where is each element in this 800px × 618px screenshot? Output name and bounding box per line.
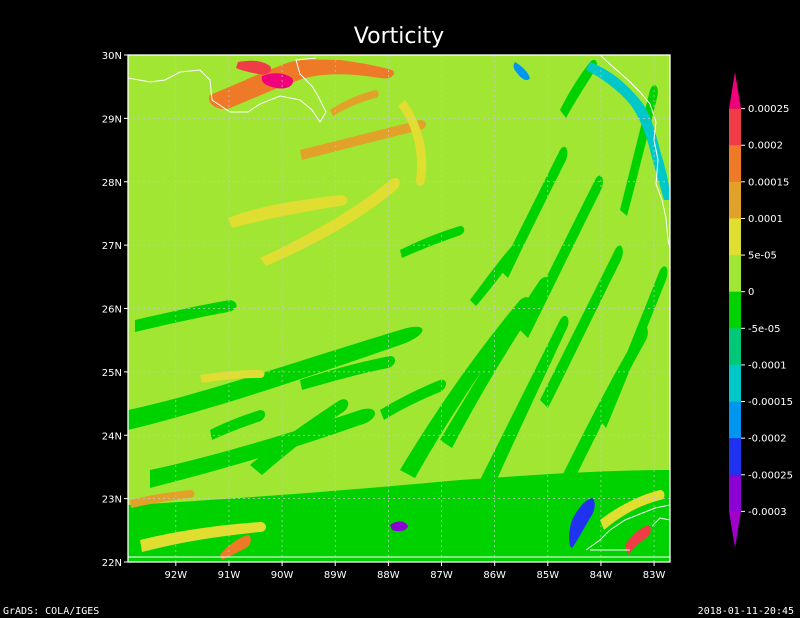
colorbar-label: -0.0002 <box>748 434 787 445</box>
longitude-label: 89W <box>324 570 347 581</box>
colorbar-swatch <box>729 474 741 512</box>
latitude-axis: 30N 29N 28N 27N 26N 25N 24N 23N 22N <box>102 51 128 569</box>
colorbar-swatch <box>729 181 741 219</box>
longitude-label: 91W <box>218 570 241 581</box>
colorbar-swatch <box>729 511 741 548</box>
colorbar-swatch <box>729 218 741 256</box>
coastline <box>128 55 670 558</box>
latitude-label: 26N <box>102 305 122 316</box>
vorticity-field <box>128 55 670 562</box>
strong-positive-vorticity-cluster <box>209 59 651 560</box>
latitude-label: 24N <box>102 431 122 442</box>
latitude-label: 23N <box>102 495 122 506</box>
colorbar-swatch <box>729 438 741 476</box>
latitude-label: 27N <box>102 241 122 252</box>
footer-timestamp: 2018-01-11-20:45 <box>697 606 794 617</box>
graticule <box>128 55 670 562</box>
longitude-label: 86W <box>483 570 506 581</box>
colorbar-swatch <box>729 72 741 109</box>
colorbar-swatch <box>729 364 741 403</box>
negative-vorticity-streaks <box>128 59 670 562</box>
longitude-label: 88W <box>377 570 400 581</box>
colorbar-label: -0.00015 <box>748 397 793 408</box>
latitude-label: 28N <box>102 178 122 189</box>
colorbar-swatch <box>729 291 741 329</box>
colorbar-swatch <box>729 108 741 146</box>
latitude-label: 22N <box>102 558 122 569</box>
colorbar: 0.00025 0.0002 0.00015 0.0001 5e-05 0 -5e-05 -0… <box>729 72 793 548</box>
positive-vorticity-streaks <box>130 90 665 552</box>
colorbar-label: -0.0003 <box>748 507 787 518</box>
colorbar-label: 0.0002 <box>748 141 783 152</box>
colorbar-label: 0 <box>748 287 754 298</box>
colorbar-label: 5e-05 <box>748 251 777 262</box>
longitude-label: 83W <box>643 570 666 581</box>
longitude-label: 92W <box>165 570 188 581</box>
longitude-label: 85W <box>536 570 559 581</box>
colorbar-label: 0.00015 <box>748 177 789 188</box>
colorbar-label: 0.00025 <box>748 104 789 115</box>
latitude-label: 25N <box>102 368 122 379</box>
colorbar-swatch <box>729 401 741 439</box>
footer-credit: GrADS: COLA/IGES <box>3 606 100 617</box>
latitude-label: 30N <box>102 51 122 62</box>
colorbar-label: 0.0001 <box>748 214 783 225</box>
latitude-label: 29N <box>102 114 122 125</box>
colorbar-swatch <box>729 328 741 366</box>
colorbar-label: -5e-05 <box>748 324 780 335</box>
longitude-label: 84W <box>590 570 613 581</box>
colorbar-swatch <box>729 145 741 183</box>
colorbar-label: -0.00025 <box>748 470 793 481</box>
colorbar-label: -0.0001 <box>748 360 787 371</box>
strong-negative-vorticity-cluster <box>390 62 670 548</box>
longitude-label: 90W <box>271 570 294 581</box>
map-title: Vorticity <box>354 24 444 49</box>
colorbar-swatch <box>729 255 741 293</box>
longitude-axis: 92W 91W 90W 89W 88W 87W 86W 85W 84W 83W <box>165 562 666 581</box>
longitude-label: 87W <box>430 570 453 581</box>
